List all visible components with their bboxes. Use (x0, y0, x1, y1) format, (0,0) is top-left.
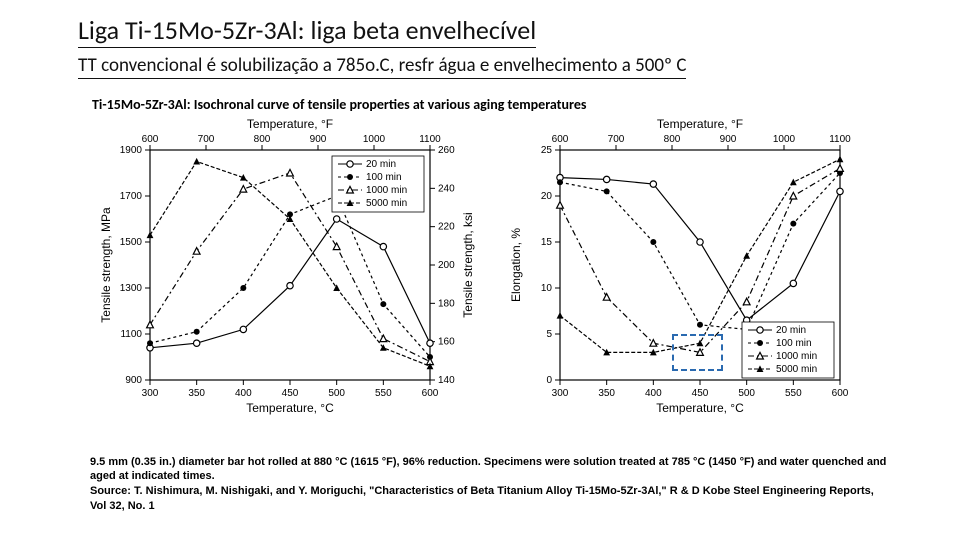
svg-text:160: 160 (438, 337, 455, 348)
footnote-line-2: Source: T. Nishimura, M. Nishigaki, and … (90, 485, 874, 512)
svg-text:550: 550 (375, 388, 392, 399)
svg-text:Elongation, %: Elongation, % (509, 228, 523, 302)
svg-text:1000 min: 1000 min (776, 351, 817, 362)
svg-text:5000 min: 5000 min (366, 198, 407, 209)
svg-text:550: 550 (785, 388, 802, 399)
svg-text:900: 900 (310, 134, 327, 145)
svg-text:20 min: 20 min (776, 325, 806, 336)
svg-text:25: 25 (541, 145, 553, 156)
svg-text:400: 400 (235, 388, 252, 399)
svg-text:Temperature, °F: Temperature, °F (247, 117, 333, 131)
page-title: Liga Ti-15Mo-5Zr-3Al: liga beta envelhec… (78, 14, 536, 48)
svg-text:20: 20 (541, 191, 553, 202)
svg-text:400: 400 (645, 388, 662, 399)
svg-text:Temperature, °F: Temperature, °F (657, 117, 743, 131)
svg-text:Tensile strength, MPa: Tensile strength, MPa (99, 207, 113, 323)
svg-text:500: 500 (328, 388, 345, 399)
svg-text:1000: 1000 (773, 134, 796, 145)
svg-text:180: 180 (438, 298, 455, 309)
svg-text:450: 450 (282, 388, 299, 399)
svg-text:Tensile strength, ksi: Tensile strength, ksi (461, 212, 475, 317)
svg-text:1100: 1100 (120, 329, 142, 340)
svg-text:600: 600 (832, 388, 849, 399)
svg-text:1000: 1000 (363, 134, 386, 145)
svg-text:260: 260 (438, 145, 455, 156)
svg-text:350: 350 (188, 388, 205, 399)
svg-text:900: 900 (720, 134, 737, 145)
svg-text:5: 5 (546, 329, 552, 340)
svg-text:220: 220 (438, 222, 455, 233)
chart-area: 300 350 400 450 500 550 600 Temperature, °C 600 7… (90, 110, 890, 430)
svg-text:Temperature, °C: Temperature, °C (656, 401, 744, 415)
svg-text:500: 500 (738, 388, 755, 399)
svg-text:800: 800 (254, 134, 271, 145)
svg-text:1100: 1100 (419, 134, 441, 145)
svg-text:700: 700 (608, 134, 625, 145)
footnote-line-1: 9.5 mm (0.35 in.) diameter bar hot rolle… (90, 456, 886, 483)
svg-text:100 min: 100 min (776, 338, 812, 349)
svg-text:1000 min: 1000 min (366, 185, 407, 196)
page-subtitle: TT convencional é solubilização a 785o.C… (78, 54, 686, 79)
svg-text:600: 600 (142, 134, 159, 145)
svg-text:5000 min: 5000 min (776, 364, 817, 375)
figure-footnote: 9.5 mm (0.35 in.) diameter bar hot rolle… (90, 455, 890, 514)
svg-text:450: 450 (692, 388, 709, 399)
svg-text:20 min: 20 min (366, 159, 396, 170)
svg-text:Temperature, °C: Temperature, °C (246, 401, 334, 415)
svg-text:240: 240 (438, 183, 455, 194)
svg-text:1500: 1500 (120, 237, 143, 248)
svg-text:15: 15 (541, 237, 553, 248)
svg-text:600: 600 (422, 388, 439, 399)
svg-text:300: 300 (142, 388, 159, 399)
svg-text:1100: 1100 (829, 134, 851, 145)
svg-text:350: 350 (598, 388, 615, 399)
svg-text:300: 300 (552, 388, 569, 399)
svg-text:1900: 1900 (120, 145, 143, 156)
svg-text:140: 140 (438, 375, 455, 386)
svg-text:900: 900 (125, 375, 142, 386)
svg-text:700: 700 (198, 134, 215, 145)
svg-text:1300: 1300 (120, 283, 143, 294)
svg-text:0: 0 (546, 375, 552, 386)
svg-text:200: 200 (438, 260, 455, 271)
svg-text:1700: 1700 (120, 191, 143, 202)
svg-text:100 min: 100 min (366, 172, 402, 183)
svg-text:800: 800 (664, 134, 681, 145)
svg-text:10: 10 (541, 283, 553, 294)
svg-text:600: 600 (552, 134, 569, 145)
